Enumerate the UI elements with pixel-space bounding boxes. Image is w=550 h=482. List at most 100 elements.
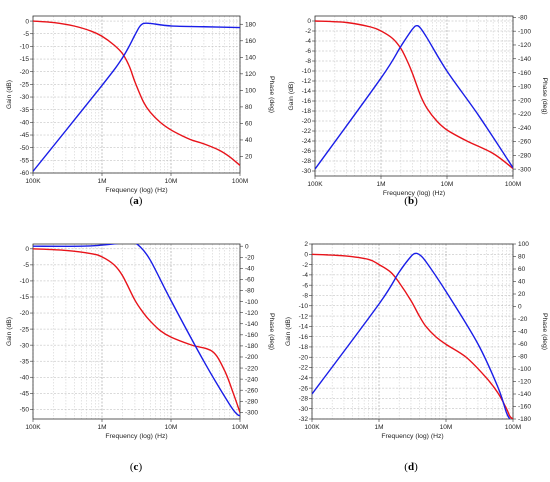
y-tick-label-right: 60 (518, 266, 526, 273)
y-tick-label-left: -20 (20, 310, 30, 317)
y-tick-label-left: -22 (299, 365, 309, 372)
plot-frame (314, 15, 514, 177)
y-tick-label-right: 180 (245, 21, 256, 28)
y-tick-label-left: -2 (302, 262, 308, 269)
x-axis-label: Frequency (log) (Hz) (105, 187, 167, 194)
y-tick-label-left: 0 (25, 246, 29, 253)
y-tick-label-right: 0 (518, 304, 522, 311)
y-tick-label-left: -28 (302, 158, 312, 165)
y-tick-label-left: -35 (20, 358, 30, 365)
phase-series-line (33, 244, 240, 417)
y-tick-label-right: -80 (518, 15, 528, 22)
y-tick-label-right: -100 (518, 366, 531, 373)
y-tick-label-left: 2 (304, 241, 308, 248)
y-tick-label-right: -300 (245, 410, 258, 417)
y-tick-label-left: -5 (23, 262, 29, 269)
y-tick-label-left: -26 (299, 385, 309, 392)
y-tick-label-left: -45 (20, 391, 30, 398)
y-tick-label-right: 20 (518, 291, 526, 298)
y-tick-label-left: -30 (20, 342, 30, 349)
gain-series-line (33, 20, 240, 166)
y-tick-label-left: -50 (20, 145, 30, 152)
plot-frame (32, 243, 241, 420)
y-tick-label-right: -280 (518, 153, 531, 160)
x-axis-label: Frequency (log) (Hz) (383, 190, 445, 197)
y-tick-label-left: -32 (299, 416, 309, 423)
y-tick-label-left: 0 (304, 251, 308, 258)
y-tick-label-left: 0 (25, 18, 29, 25)
y-axis-label-left: Gain (dB) (288, 81, 295, 110)
y-axis-label-left: Gain (dB) (285, 317, 292, 346)
y-tick-label-right: 20 (245, 154, 253, 161)
y-tick-label-right: -140 (245, 321, 258, 328)
y-tick-label-left: -2 (305, 28, 311, 35)
gain-series-line (315, 20, 513, 170)
y-tick-label-left: -20 (20, 69, 30, 76)
y-tick-label-right: -160 (518, 70, 531, 77)
y-tick-label-right: 140 (245, 55, 256, 62)
y-tick-label-left: -14 (302, 88, 312, 95)
y-tick-label-right: 100 (245, 88, 256, 95)
y-tick-label-left: -40 (20, 374, 30, 381)
phase-series-line (312, 252, 511, 419)
chart-panel-d: 20-2-4-6-8-10-12-14-16-18-20-22-24-26-28… (285, 241, 548, 473)
y-tick-label-right: 120 (245, 71, 256, 78)
x-tick-label: 100K (307, 181, 323, 188)
y-tick-label-left: -14 (299, 324, 309, 331)
y-tick-label-left: -16 (302, 98, 312, 105)
y-tick-label-right: -160 (245, 332, 258, 339)
y-tick-label-left: -10 (299, 303, 309, 310)
plot-frame (32, 15, 241, 174)
y-tick-label-left: -15 (20, 56, 30, 63)
y-axis-label-left: Gain (dB) (6, 80, 13, 109)
x-axis-label: Frequency (log) (Hz) (381, 433, 443, 440)
y-tick-label-right: 60 (245, 121, 253, 128)
y-axis-label-left: Gain (dB) (6, 317, 13, 346)
y-tick-label-right: -120 (518, 379, 531, 386)
y-tick-label-right: -220 (245, 365, 258, 372)
panel-label: (d) (404, 461, 418, 473)
chart-panel-a: 0 -5 -10 -15 -20 -25 -30 -35 -40 -45 -50 -55 -60 180 1… (6, 15, 275, 207)
y-tick-label-left: -6 (305, 48, 311, 55)
y-tick-label-left: -26 (302, 148, 312, 155)
x-tick-label: 100K (304, 424, 320, 431)
y-tick-label-left: -24 (302, 138, 312, 145)
y-tick-label-right: -260 (518, 139, 531, 146)
y-tick-label-left: -10 (20, 278, 30, 285)
y-tick-label-left: -40 (20, 120, 30, 127)
y-tick-label-left: -22 (302, 128, 312, 135)
y-tick-label-right: 100 (518, 241, 529, 248)
y-axis-label-right: Phase (deg) (268, 76, 275, 113)
y-axis-label-right: Phase (deg) (541, 77, 548, 114)
y-tick-label-right: -240 (245, 376, 258, 383)
y-tick-label-right: -140 (518, 56, 531, 63)
panel-letter: d (408, 461, 414, 473)
y-tick-label-left: -16 (299, 334, 309, 341)
x-tick-label: 1M (97, 178, 106, 185)
y-axis-label-right: Phase (deg) (541, 313, 548, 350)
gain-series-line (33, 248, 240, 413)
chart-panel-c: 0 -5 -10 -15 -20 -25 -30 -35 -40 -45 -50 0 -20 -40 -60… (6, 243, 275, 473)
y-tick-label-left: -25 (20, 82, 30, 89)
y-tick-label-left: -4 (305, 38, 311, 45)
y-tick-label-left: -6 (302, 282, 308, 289)
panel-label: (a) (130, 195, 143, 207)
y-tick-label-right: -40 (518, 329, 528, 336)
y-tick-label-left: -20 (299, 354, 309, 361)
x-tick-label: 100K (25, 424, 41, 431)
y-tick-label-left: -8 (305, 58, 311, 65)
x-tick-label: 100K (25, 178, 41, 185)
y-tick-label-left: -50 (20, 407, 30, 414)
y-tick-label-right: 0 (245, 243, 249, 250)
y-axis-label-right: Phase (deg) (268, 313, 275, 350)
y-tick-label-left: -60 (20, 170, 30, 177)
y-tick-label-left: -30 (20, 94, 30, 101)
y-tick-label-left: -18 (302, 108, 312, 115)
y-tick-label-right: -20 (245, 254, 255, 261)
y-tick-label-right: -80 (518, 354, 528, 361)
y-tick-label-right: -300 (518, 166, 531, 173)
y-tick-label-left: -8 (302, 293, 308, 300)
y-tick-label-left: -10 (302, 68, 312, 75)
x-tick-label: 100M (232, 424, 248, 431)
y-tick-label-right: -240 (518, 125, 531, 132)
